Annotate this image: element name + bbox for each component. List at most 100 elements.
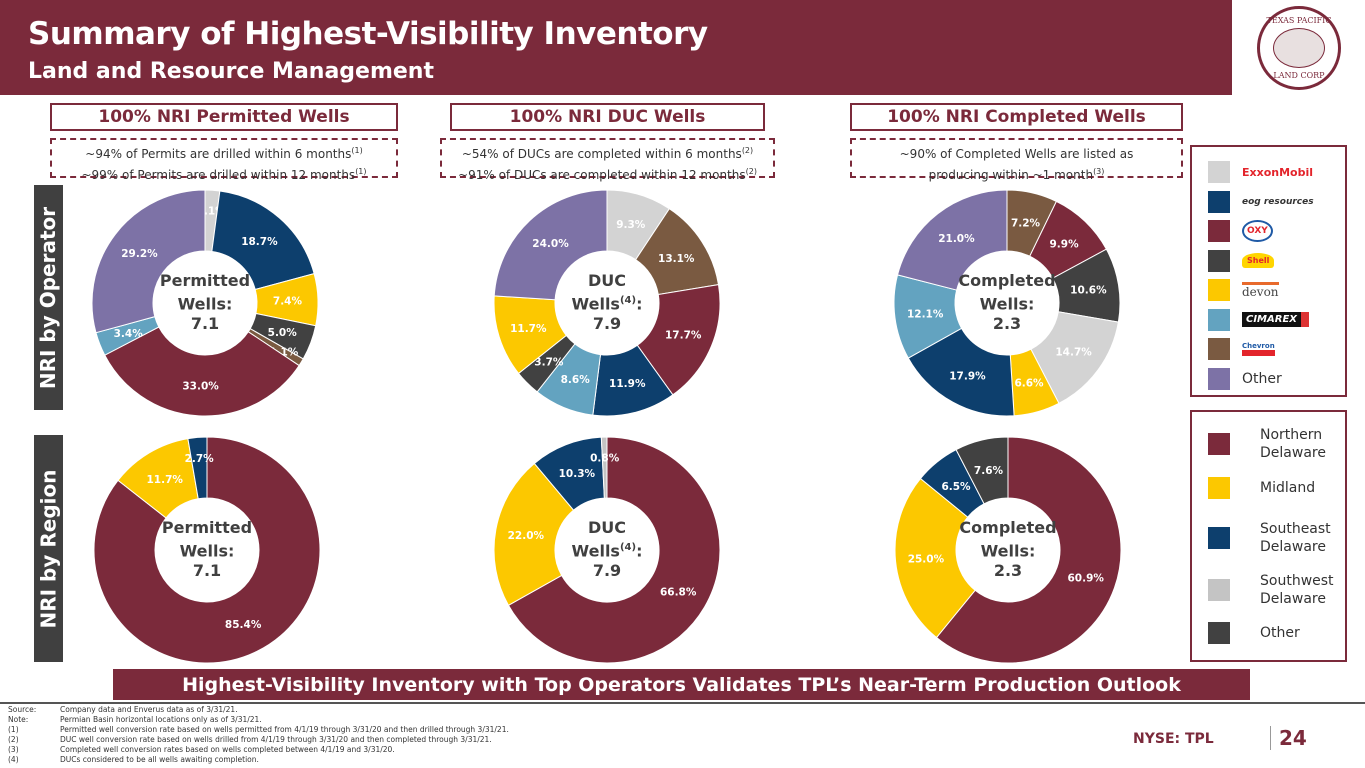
center-colon: : — [1029, 541, 1036, 561]
operator-legend: ExxonMobil eog resources OXY Shell devon CIMA… — [1190, 145, 1347, 397]
data-label: 12.1% — [907, 309, 944, 321]
slice-eog — [907, 327, 1015, 417]
center-value: 7.1 — [192, 561, 222, 581]
note-line: ~90% of Completed Wells are listed as — [899, 147, 1134, 161]
data-label: 7.6% — [974, 465, 1004, 477]
data-label: 17.7% — [665, 330, 702, 342]
data-label: 7.2% — [1011, 218, 1041, 230]
note-sup: (3) — [1093, 167, 1105, 176]
legend-swatch — [1208, 622, 1230, 644]
header-bar: Summary of Highest-Visibility Inventory … — [0, 0, 1232, 95]
data-label: 24.0% — [532, 238, 569, 250]
slice-northern-delaware — [507, 436, 721, 664]
data-label: 3.4% — [114, 328, 144, 340]
slice-midland — [894, 477, 976, 639]
footnote-key: Source: — [8, 705, 37, 714]
center-line1: Completed — [959, 518, 1057, 537]
data-label: 29.2% — [121, 248, 158, 260]
donut-center-label: Completed Wells: 2.3 — [953, 518, 1063, 581]
data-label: 60.9% — [1067, 573, 1104, 585]
center-line2: Wells — [177, 294, 226, 314]
footnote-text: DUCs considered to be all wells awaiting… — [60, 755, 259, 764]
footnote-key: (2) — [8, 735, 19, 744]
legend-label: Other — [1260, 625, 1300, 641]
slice-eog — [211, 190, 315, 291]
legend-logo-devon: devon — [1242, 281, 1279, 299]
note-completed: ~90% of Completed Wells are listed as pr… — [850, 138, 1183, 182]
center-colon: : — [636, 541, 643, 561]
legend-item-chevron: Chevron — [1208, 338, 1275, 360]
legend-swatch — [1208, 249, 1230, 272]
center-value: 7.1 — [190, 314, 220, 334]
logo-bottom-text: LAND CORP — [1273, 71, 1325, 80]
slice-other-reg — [955, 436, 1009, 505]
note-permitted: ~94% of Permits are drilled within 6 mon… — [50, 138, 398, 182]
data-label: 10.3% — [559, 468, 596, 480]
legend-swatch — [1208, 527, 1230, 549]
legend-logo-exxonmobil: ExxonMobil — [1242, 165, 1314, 179]
center-value: 2.3 — [993, 561, 1023, 581]
data-label: 5.0% — [268, 327, 298, 339]
footnote-text: Permian Basin horizontal locations only … — [60, 715, 262, 724]
note-line: ~99% of Permits are drilled within 12 mo… — [81, 168, 356, 182]
donut-chart-completed-region: 60.9% 25.0% 6.5%7.6% — [894, 436, 1122, 664]
center-colon: : — [226, 294, 233, 314]
section-title-completed: 100% NRI Completed Wells — [850, 103, 1183, 131]
legend-swatch — [1208, 433, 1230, 455]
legend-swatch — [1208, 308, 1230, 331]
legend-item-other_op: Other — [1208, 367, 1282, 390]
legend-item-region: Other — [1208, 622, 1340, 644]
legend-item-devon: devon — [1208, 279, 1279, 301]
footnote-text: DUC well conversion rate based on wells … — [60, 735, 492, 744]
footnote-text: Company data and Enverus data as of 3/31… — [60, 705, 238, 714]
logo-top-text: TEXAS PACIFIC — [1266, 16, 1332, 25]
legend-item-region: Southeast Delaware — [1208, 520, 1340, 556]
legend-swatch — [1208, 367, 1230, 390]
slice-southeast-delaware — [187, 436, 208, 500]
center-colon: : — [636, 294, 643, 314]
legend-logo-cimarex: CIMAREX — [1242, 312, 1309, 327]
note-duc: ~54% of DUCs are completed within 6 mont… — [440, 138, 775, 182]
data-label: 0.8% — [590, 453, 620, 465]
row-label-region: NRI by Region — [34, 435, 63, 662]
footnote-text: Completed well conversion rates based on… — [60, 745, 395, 754]
data-label: 14.7% — [1055, 347, 1092, 359]
slice-northern-delaware — [93, 436, 321, 664]
center-line2: Wells — [571, 541, 620, 561]
legend-label: Northern Delaware — [1260, 427, 1326, 461]
center-line2: Wells — [179, 541, 228, 561]
data-label: 18.7% — [241, 236, 278, 248]
slice-other-op — [91, 189, 206, 334]
center-line1: Permitted — [159, 271, 251, 290]
row-label-text: NRI by Operator — [36, 206, 61, 389]
donut-center-label: Completed Wells: 2.3 — [952, 271, 1062, 334]
donut-chart-completed-operator: 7.2% 9.9% 10.6% 14.7% 6.6% 17.9% 12.1% 21.0% — [893, 189, 1121, 417]
footnote: Source: Company data and Enverus data as … — [8, 705, 238, 715]
data-label: 9.9% — [1049, 238, 1079, 250]
section-title-permitted: 100% NRI Permitted Wells — [50, 103, 398, 131]
legend-logo-shell: Shell — [1242, 253, 1275, 268]
footnote-key: (3) — [8, 745, 19, 754]
slice-northern-delaware — [935, 436, 1122, 664]
donut-center-label: DUC Wells(4): 7.9 — [552, 271, 662, 334]
legend-swatch — [1208, 338, 1230, 360]
data-label: 33.0% — [182, 380, 219, 392]
footnote-key: Note: — [8, 715, 29, 724]
conclusion-banner: Highest-Visibility Inventory with Top Op… — [113, 669, 1250, 700]
donut-center-label: DUC Wells(4): 7.9 — [552, 518, 662, 581]
data-label: 2.7% — [185, 453, 215, 465]
legend-item-region: Midland — [1208, 477, 1340, 499]
legend-swatch — [1208, 161, 1230, 183]
data-label: 3.7% — [534, 357, 564, 369]
donut-chart-permitted-region: 85.4% 11.7%2.7% — [93, 436, 321, 664]
legend-item-shell: Shell — [1208, 249, 1275, 272]
data-label: 11.7% — [146, 474, 183, 486]
data-label: 6.5% — [941, 481, 971, 493]
region-legend: Northern Delaware Midland Southeast Delawa… — [1190, 410, 1347, 662]
legend-logo-eog: eog resources — [1242, 196, 1314, 207]
data-label: 85.4% — [225, 619, 262, 631]
center-line1: Completed — [958, 271, 1056, 290]
legend-label: Midland — [1260, 480, 1316, 496]
center-line2: Wells — [980, 541, 1029, 561]
data-label: 22.0% — [508, 530, 545, 542]
